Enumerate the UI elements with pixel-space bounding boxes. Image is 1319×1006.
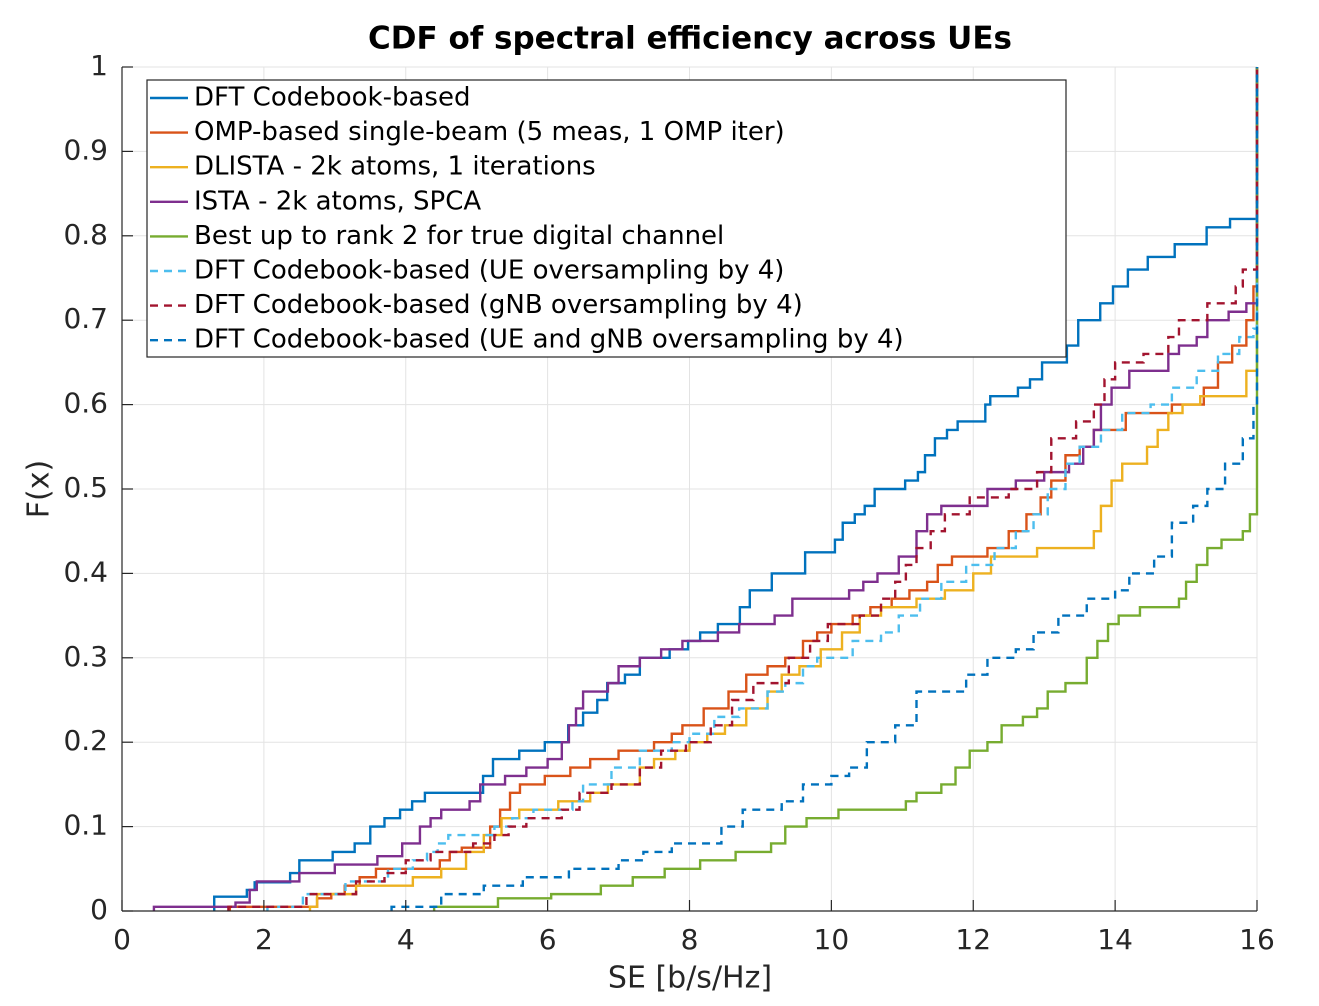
legend-item: DFT Codebook-based: [150, 83, 470, 113]
y-tick-label: 1: [90, 49, 108, 82]
y-tick-label: 0.2: [63, 724, 108, 757]
legend-label: DFT Codebook-based (UE and gNB oversampl…: [194, 325, 904, 355]
series-lines: [152, 67, 1259, 911]
legend-item: DFT Codebook-based (gNB oversampling by …: [150, 290, 803, 320]
x-tick-label: 10: [814, 923, 850, 956]
y-axis-label: F(x): [22, 460, 57, 518]
x-tick-label: 16: [1239, 923, 1275, 956]
x-tick-label: 2: [255, 923, 273, 956]
series-line-1: [213, 67, 1259, 911]
legend-item: OMP-based single-beam (5 meas, 1 OMP ite…: [150, 117, 785, 147]
x-tick-label: 6: [539, 923, 557, 956]
legend-item: DFT Codebook-based (UE oversampling by 4…: [150, 256, 784, 286]
legend-item: ISTA - 2k atoms, SPCA: [150, 186, 481, 216]
x-tick-label: 0: [113, 923, 131, 956]
legend-item: Best up to rank 2 for true digital chann…: [150, 221, 724, 251]
legend-item: DLISTA - 2k atoms, 1 iterations: [150, 152, 596, 182]
x-tick-label: 14: [1097, 923, 1133, 956]
legend-item: DFT Codebook-based (UE and gNB oversampl…: [150, 325, 904, 355]
series-line-8: [390, 67, 1259, 911]
y-tick-label: 0.6: [63, 387, 108, 420]
x-tick-label: 8: [681, 923, 699, 956]
legend-label: DFT Codebook-based: [194, 83, 470, 113]
chart-title: CDF of spectral efficiency across UEs: [368, 21, 1012, 57]
legend-label: DLISTA - 2k atoms, 1 iterations: [194, 152, 596, 182]
y-tick-labels: 0 0.1 0.2 0.3 0.4 0.5 0.6 0.7 0.8 0.9 1: [63, 49, 108, 926]
series-line-6: [266, 67, 1259, 911]
series-line-5: [432, 67, 1259, 911]
y-tick-label: 0.7: [63, 302, 108, 335]
legend-label: Best up to rank 2 for true digital chann…: [194, 221, 724, 251]
legend-box: [146, 79, 1067, 358]
x-tick-labels: 0 2 4 6 8 10 12 14 16: [113, 923, 1275, 956]
series-line-4: [152, 67, 1259, 911]
y-tick-label: 0.4: [63, 555, 108, 588]
y-tick-label: 0.8: [63, 218, 108, 251]
y-tick-label: 0.5: [63, 471, 108, 504]
y-tick-label: 0.9: [63, 133, 108, 166]
legend-label: OMP-based single-beam (5 meas, 1 OMP ite…: [194, 117, 785, 147]
legend-label: ISTA - 2k atoms, SPCA: [194, 186, 481, 216]
y-tick-label: 0.3: [63, 640, 108, 673]
axes: [121, 66, 1258, 912]
series-line-3: [308, 67, 1259, 911]
x-axis-label: SE [b/s/Hz]: [608, 961, 772, 996]
x-tick-label: 4: [397, 923, 415, 956]
y-tick-label: 0.1: [63, 809, 108, 842]
legend: DFT Codebook-based OMP-based single-beam …: [146, 79, 1067, 358]
series-line-7: [227, 67, 1259, 911]
y-tick-label: 0: [90, 893, 108, 926]
legend-label: DFT Codebook-based (UE oversampling by 4…: [194, 256, 784, 286]
legend-label: DFT Codebook-based (gNB oversampling by …: [194, 290, 803, 320]
x-tick-label: 12: [955, 923, 991, 956]
